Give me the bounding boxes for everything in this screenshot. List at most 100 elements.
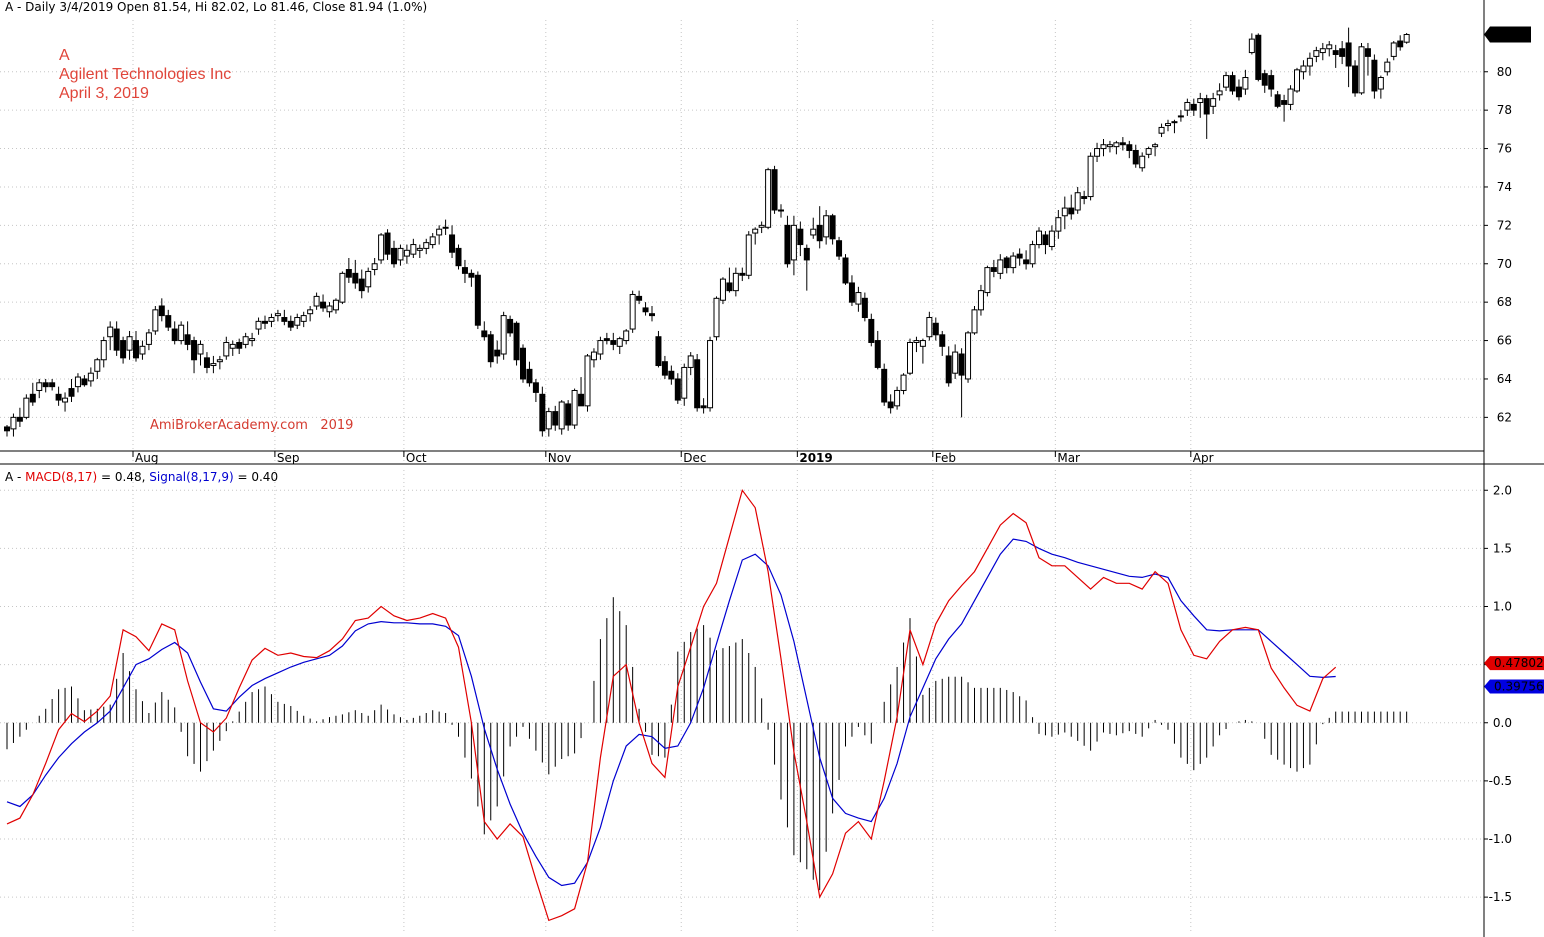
candle-body-up bbox=[87, 372, 94, 382]
candle-body-up bbox=[732, 272, 739, 292]
candle bbox=[423, 238, 430, 255]
price-tick-label: 80 bbox=[1497, 65, 1512, 79]
candle bbox=[803, 244, 810, 291]
candle bbox=[513, 321, 520, 366]
candle bbox=[36, 378, 43, 399]
candle bbox=[133, 330, 139, 362]
candle bbox=[1094, 142, 1101, 162]
candle-body-up bbox=[919, 340, 926, 347]
candle-body-up bbox=[332, 299, 339, 311]
candle-body-down bbox=[1203, 98, 1210, 115]
candle-body-down bbox=[1339, 48, 1346, 57]
candle-body-up bbox=[790, 224, 797, 261]
candle bbox=[16, 407, 23, 427]
candle bbox=[494, 340, 501, 364]
candle-body-up bbox=[36, 382, 43, 391]
candle-body-up bbox=[997, 259, 1004, 274]
candle bbox=[823, 210, 830, 245]
candle bbox=[1113, 140, 1120, 155]
candle bbox=[597, 336, 604, 360]
candle bbox=[1029, 240, 1036, 268]
candle bbox=[926, 311, 933, 341]
candle-body-up bbox=[1158, 126, 1165, 134]
candle-body-down bbox=[49, 382, 56, 388]
price-tick-label: 70 bbox=[1497, 257, 1512, 271]
candle bbox=[539, 386, 546, 437]
candle bbox=[661, 355, 668, 379]
candle bbox=[520, 344, 526, 383]
candle-body-up bbox=[752, 228, 759, 234]
candle-body-up bbox=[500, 315, 507, 355]
candle bbox=[1229, 71, 1236, 95]
candle-body-up bbox=[242, 336, 249, 345]
candle-body-up bbox=[977, 290, 984, 311]
candle bbox=[1403, 32, 1410, 44]
candle bbox=[1261, 69, 1268, 93]
candle bbox=[165, 309, 172, 331]
candle-body-up bbox=[416, 247, 423, 251]
candle-body-down bbox=[4, 426, 10, 432]
candle-body-up bbox=[1087, 155, 1094, 198]
candle bbox=[1255, 33, 1262, 82]
candle-body-up bbox=[1377, 77, 1384, 90]
candle bbox=[713, 296, 720, 341]
candle bbox=[668, 365, 675, 385]
candle-body-down bbox=[861, 297, 868, 319]
candle bbox=[23, 394, 30, 420]
candle-body-down bbox=[507, 318, 514, 334]
candle-body-down bbox=[881, 368, 888, 403]
candle-body-up bbox=[1248, 38, 1255, 54]
candle bbox=[313, 292, 320, 310]
candle bbox=[971, 306, 978, 335]
candle bbox=[1068, 194, 1075, 220]
candle bbox=[468, 269, 475, 287]
candle bbox=[1152, 142, 1159, 157]
candle bbox=[339, 271, 346, 305]
candle bbox=[242, 332, 249, 349]
candle-body-up bbox=[1048, 230, 1055, 247]
candle-body-down bbox=[887, 401, 894, 409]
candle-body-up bbox=[907, 341, 913, 374]
candle bbox=[365, 267, 372, 293]
candle bbox=[345, 258, 352, 283]
price-tick-label: 78 bbox=[1497, 103, 1512, 117]
candle-body-down bbox=[29, 393, 36, 403]
candle bbox=[797, 221, 804, 257]
candle-body-up bbox=[855, 292, 862, 305]
price-header: A - Daily 3/4/2019 Open 81.54, Hi 82.02,… bbox=[5, 0, 427, 14]
candle bbox=[868, 313, 875, 347]
x-tick-label: Mar bbox=[1057, 451, 1080, 465]
candle bbox=[1023, 250, 1030, 270]
candle-body-down bbox=[874, 340, 881, 368]
candle-body-up bbox=[23, 397, 30, 418]
candle bbox=[932, 317, 939, 341]
candle-body-up bbox=[229, 343, 236, 349]
candle bbox=[1248, 33, 1255, 55]
candle bbox=[855, 286, 862, 312]
candle-body-up bbox=[410, 244, 417, 255]
candle-body-up bbox=[1223, 75, 1230, 88]
candle bbox=[552, 405, 559, 431]
candle bbox=[210, 355, 217, 374]
candle-body-down bbox=[55, 393, 62, 401]
candle bbox=[191, 336, 198, 374]
candle bbox=[391, 240, 397, 268]
candle-body-up bbox=[713, 297, 720, 338]
candle bbox=[1377, 75, 1384, 99]
candle bbox=[1358, 42, 1365, 95]
candle bbox=[1003, 256, 1010, 274]
candle-body-up bbox=[1029, 244, 1036, 265]
candle bbox=[1300, 60, 1307, 80]
price-tick-label: 64 bbox=[1497, 372, 1512, 386]
signal-legend-label: Signal(8,17,9) bbox=[149, 470, 233, 484]
candle bbox=[874, 330, 881, 370]
candle-body-up bbox=[436, 228, 443, 236]
candle-body-up bbox=[107, 326, 114, 338]
candle-body-up bbox=[623, 330, 630, 342]
candle bbox=[558, 400, 565, 435]
candle-body-up bbox=[1384, 61, 1391, 73]
candle bbox=[1216, 83, 1223, 101]
candle-body-up bbox=[429, 236, 436, 246]
candle-body-down bbox=[694, 359, 701, 409]
candle-body-down bbox=[1081, 196, 1088, 199]
